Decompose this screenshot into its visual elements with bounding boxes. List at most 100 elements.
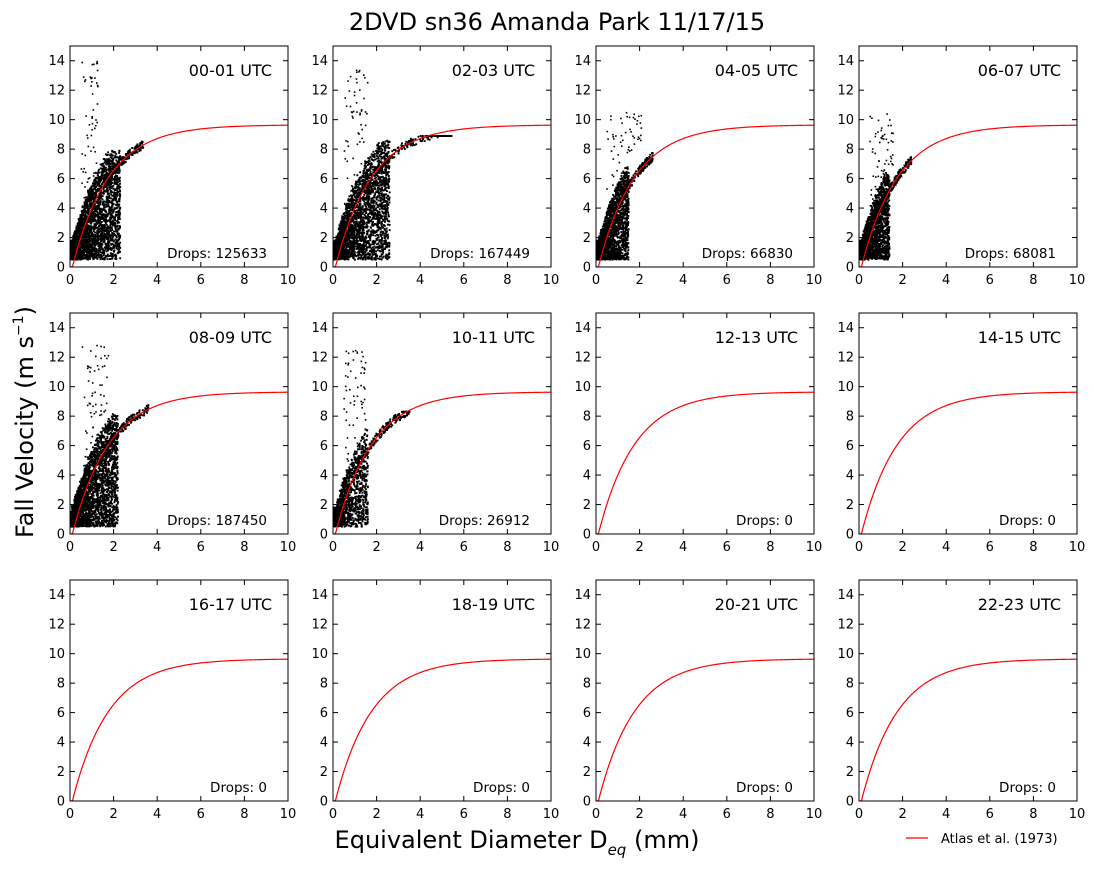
drop-point: [118, 198, 121, 201]
drop-point: [86, 205, 89, 207]
drop-point: [101, 195, 104, 198]
drop-point: [378, 159, 381, 162]
drop-point: [368, 169, 371, 172]
drop-point: [94, 186, 97, 189]
drop-outlier: [88, 198, 91, 200]
drop-point: [98, 188, 101, 190]
drop-point: [72, 234, 75, 237]
drop-point: [358, 223, 361, 225]
drop-point: [361, 196, 364, 199]
drop-point: [86, 238, 89, 241]
drop-point: [77, 240, 79, 243]
drop-point: [370, 187, 373, 189]
drop-point: [388, 223, 391, 226]
drop-point: [385, 172, 387, 175]
drop-point: [72, 253, 75, 255]
drop-outlier: [91, 117, 93, 119]
drop-point: [96, 237, 99, 240]
drop-point: [113, 180, 116, 183]
drop-point: [85, 232, 88, 235]
drop-point: [98, 228, 100, 230]
drop-point: [93, 254, 96, 257]
drop-point: [350, 251, 353, 254]
drop-point: [335, 251, 338, 253]
drop-point: [89, 222, 92, 225]
drop-point: [98, 171, 101, 174]
drop-point: [96, 210, 99, 213]
drop-point: [83, 221, 86, 224]
drop-point: [358, 187, 361, 189]
drop-point: [361, 238, 364, 241]
drop-point: [89, 199, 92, 202]
drop-point: [108, 208, 110, 211]
drop-point: [111, 194, 114, 197]
drop-point: [84, 219, 87, 222]
drop-point: [377, 157, 380, 160]
drop-point: [370, 178, 373, 181]
drop-point: [103, 252, 106, 255]
drop-point: [372, 196, 375, 199]
drop-point: [361, 213, 364, 216]
drop-point: [372, 185, 375, 188]
drop-point: [103, 238, 105, 241]
drop-point: [115, 245, 118, 248]
drop-point: [117, 184, 120, 187]
drop-point: [70, 255, 73, 258]
drop-point: [98, 181, 101, 184]
drop-point: [347, 227, 350, 229]
drop-point: [381, 230, 383, 233]
drop-point: [376, 206, 379, 209]
drop-point: [115, 192, 118, 195]
drop-point: [89, 212, 92, 215]
drop-point: [354, 225, 357, 228]
drop-point: [378, 210, 381, 213]
drop-point: [386, 166, 389, 169]
drop-point: [368, 234, 371, 237]
drop-point: [365, 221, 368, 224]
drop-point: [85, 231, 88, 233]
drop-point: [111, 234, 114, 237]
drop-point: [99, 177, 102, 179]
drop-point: [388, 178, 391, 181]
drop-point: [372, 165, 375, 168]
drop-point: [113, 178, 116, 181]
drop-point: [350, 237, 353, 240]
drop-point: [381, 250, 384, 253]
drop-point: [366, 164, 369, 166]
drop-point: [108, 192, 110, 195]
drop-point: [91, 238, 94, 241]
drop-point: [361, 184, 364, 187]
drop-point: [341, 222, 343, 225]
drop-point: [84, 254, 87, 257]
drop-point: [383, 172, 385, 174]
drop-point: [74, 238, 76, 240]
drop-point: [109, 166, 112, 169]
drop-point: [105, 195, 108, 198]
drop-point: [359, 213, 362, 216]
drop-point: [384, 257, 387, 259]
drop-point: [79, 214, 82, 216]
drop-point: [121, 161, 124, 164]
drop-point: [98, 224, 101, 227]
drop-outlier: [80, 168, 83, 170]
drop-point: [78, 239, 81, 241]
drop-point: [83, 214, 86, 217]
drop-point: [79, 217, 81, 220]
drop-point: [378, 208, 381, 211]
drop-point: [350, 203, 352, 206]
drop-point: [107, 255, 110, 257]
drop-point: [86, 254, 89, 257]
drop-point: [354, 195, 356, 198]
drop-point: [88, 245, 90, 248]
drop-point: [91, 254, 94, 257]
drop-point: [116, 239, 119, 242]
drop-point: [116, 175, 118, 177]
drop-point: [90, 254, 92, 257]
drop-point: [88, 203, 91, 205]
drop-point: [358, 193, 361, 196]
drop-point: [91, 256, 94, 259]
drop-point: [119, 189, 121, 192]
drop-point: [108, 162, 110, 165]
drop-point: [89, 193, 92, 196]
